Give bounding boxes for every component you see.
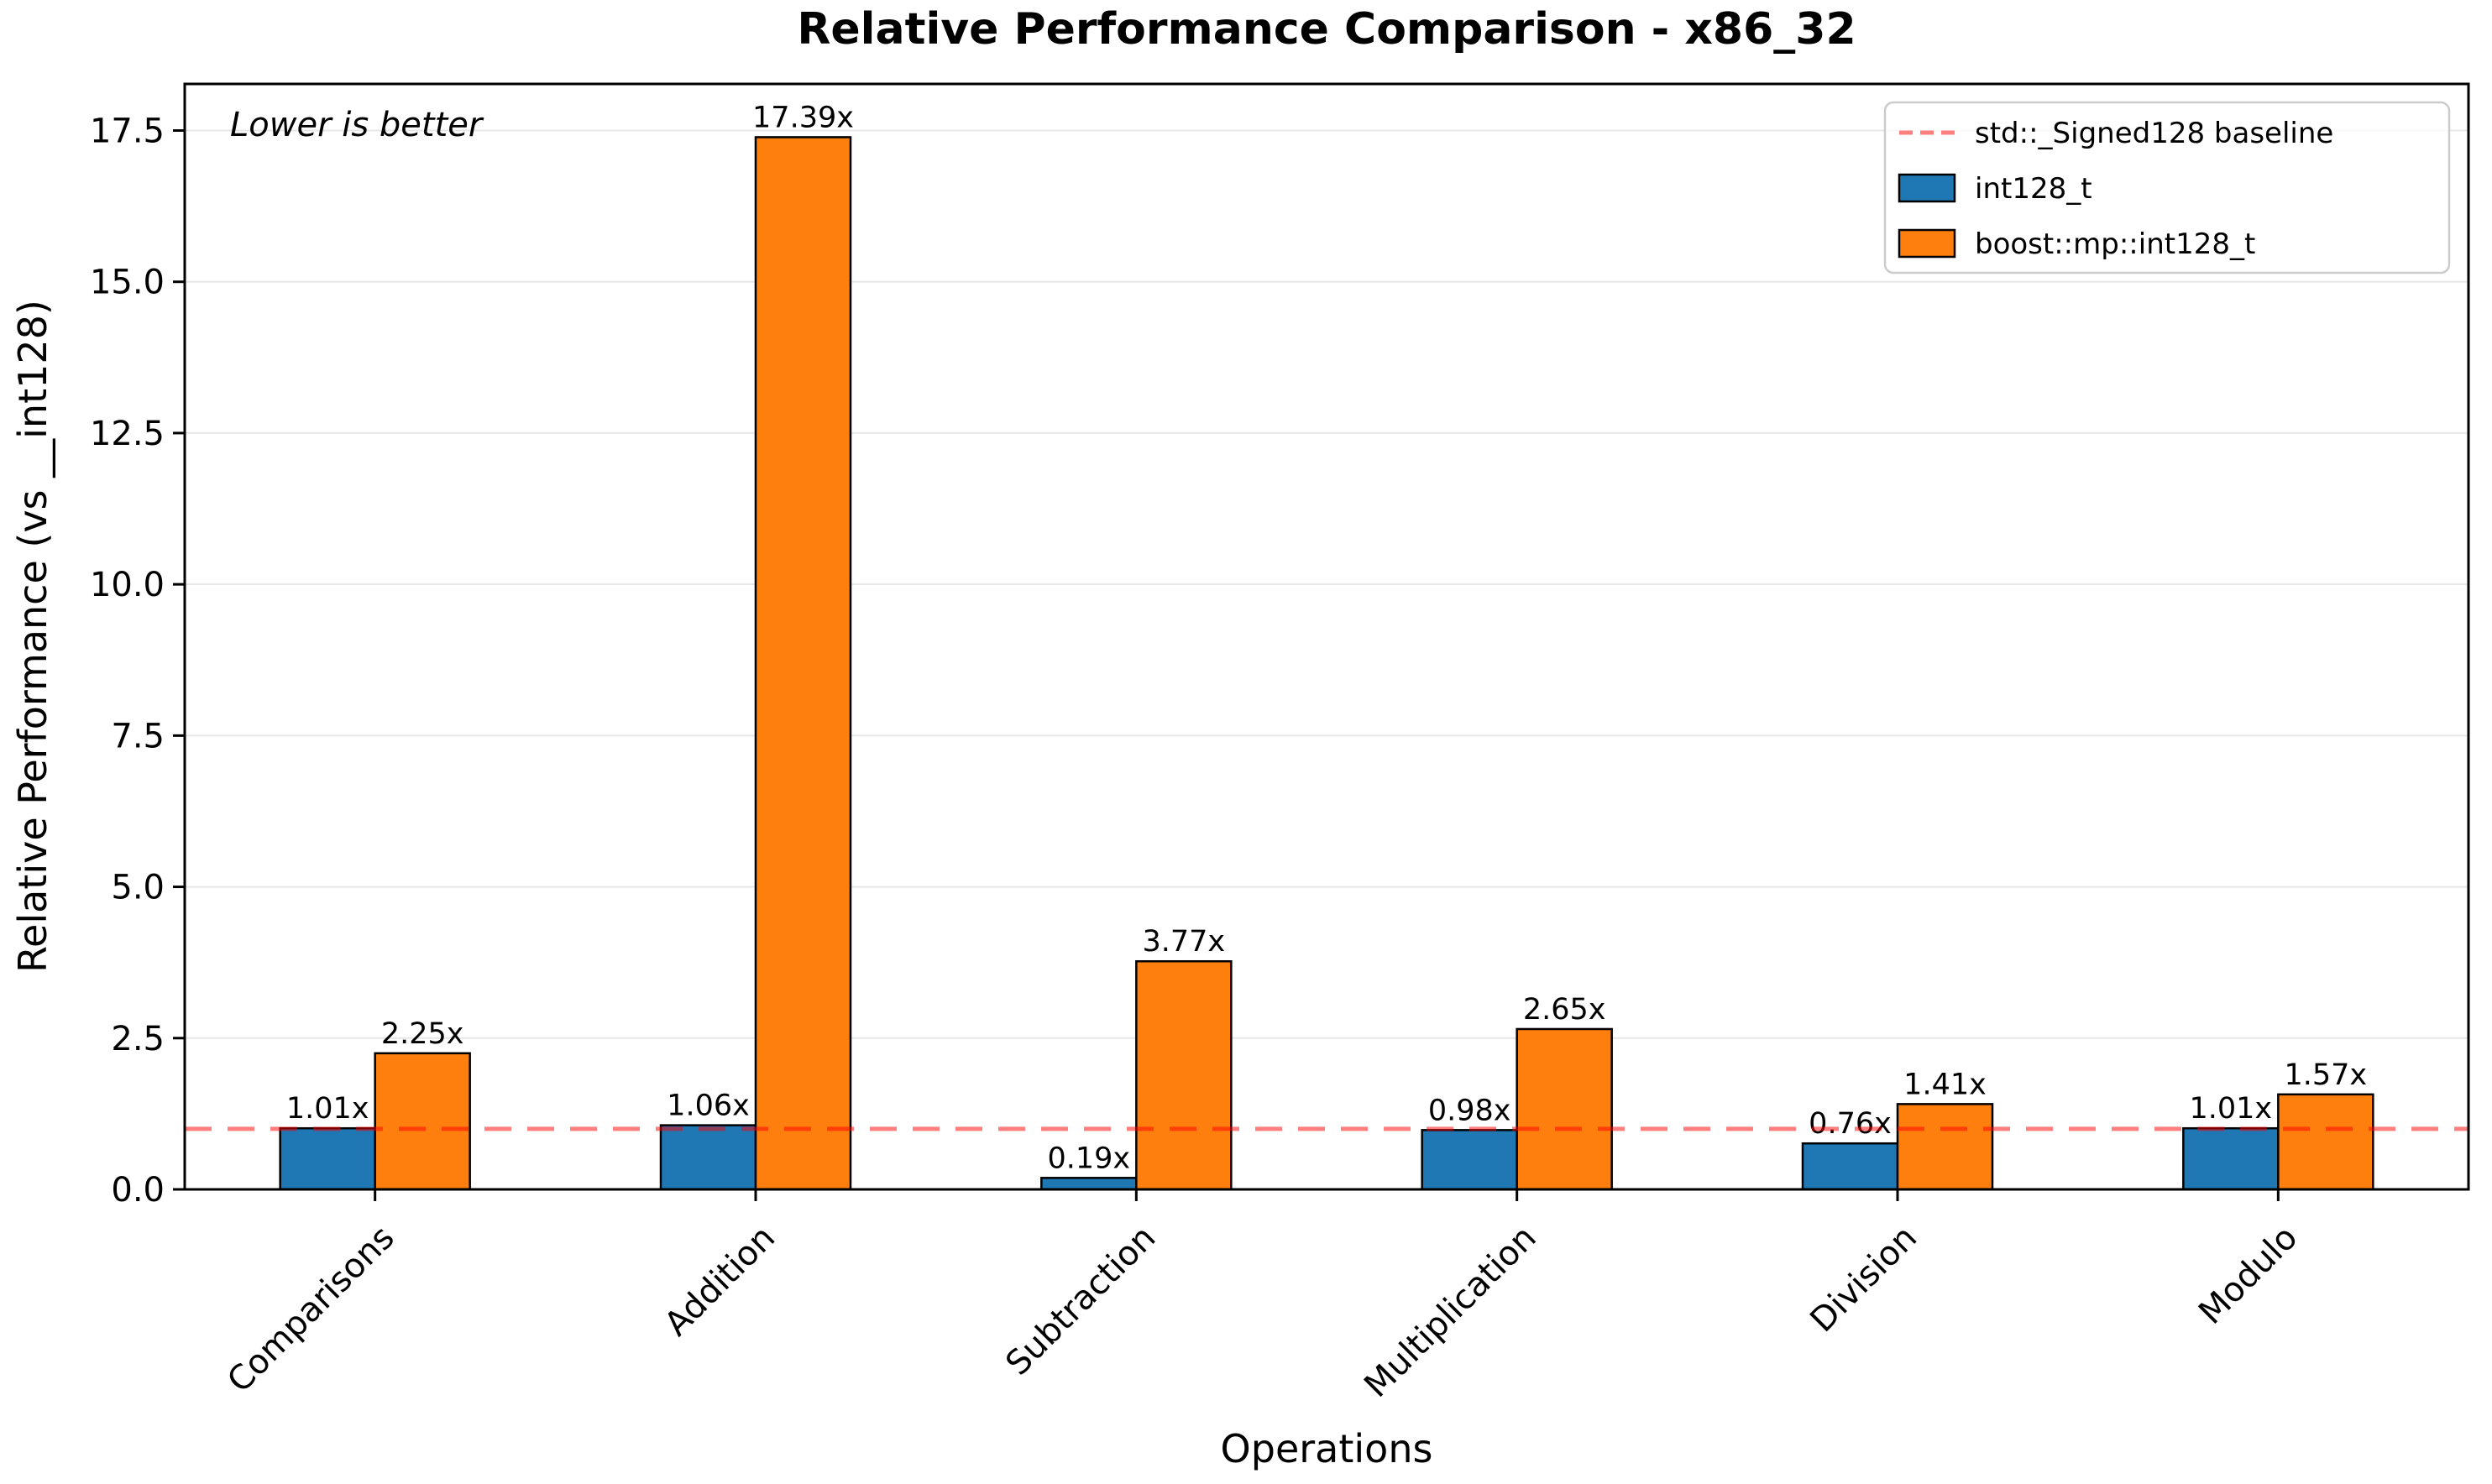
x-tick-label-multiplication: Multiplication — [1357, 1219, 1543, 1405]
bar-int128-t-addition — [659, 1124, 757, 1191]
legend-swatch-int128-t — [1898, 173, 1956, 203]
legend-swatch-boost-mp-int128-t — [1898, 228, 1956, 259]
plot-border — [183, 82, 2470, 1191]
bar-int128-t-modulo — [2182, 1126, 2280, 1191]
bar-value-label: 1.01x — [2190, 1092, 2273, 1126]
bar-value-label: 0.98x — [1428, 1094, 1511, 1127]
bar-boost-mp-int128-t-comparisons — [374, 1052, 471, 1191]
legend-label-baseline: std::_Signed128 baseline — [1975, 117, 2333, 150]
bar-value-label: 1.01x — [286, 1092, 369, 1126]
bar-int128-t-multiplication — [1421, 1129, 1518, 1191]
y-axis-label: Relative Performance (vs __int128) — [10, 300, 55, 973]
bar-value-label: 1.41x — [1903, 1068, 1987, 1101]
y-tick-label: 10.0 — [90, 566, 165, 604]
bar-int128-t-comparisons — [279, 1126, 376, 1191]
y-tick-label: 12.5 — [90, 415, 165, 453]
y-tick-label: 15.0 — [90, 264, 165, 302]
bar-value-label: 17.39x — [752, 101, 854, 134]
x-axis-label: Operations — [1221, 1426, 1433, 1471]
gridlines-layer — [185, 129, 2468, 1039]
y-tick-label: 17.5 — [90, 112, 165, 151]
y-tick-label: 5.0 — [111, 869, 165, 907]
x-tick-label-modulo: Modulo — [2191, 1219, 2305, 1332]
bar-value-label: 3.77x — [1143, 925, 1226, 959]
bar-boost-mp-int128-t-division — [1896, 1103, 1994, 1191]
bar-boost-mp-int128-t-subtraction — [1135, 959, 1233, 1191]
y-tick-label: 0.0 — [111, 1171, 165, 1210]
bar-value-label: 1.57x — [2285, 1058, 2368, 1092]
bar-boost-mp-int128-t-multiplication — [1516, 1027, 1613, 1191]
legend: std::_Signed128 baselineint128_tboost::m… — [1883, 101, 2451, 274]
bar-value-label: 0.76x — [1809, 1107, 1892, 1141]
bar-int128-t-subtraction — [1040, 1177, 1138, 1191]
chart-title: Relative Performance Comparison - x86_32 — [797, 4, 1856, 55]
bar-value-label: 0.19x — [1048, 1142, 1131, 1175]
annotation-lower-is-better: Lower is better — [230, 106, 484, 144]
x-tick-label-subtraction: Subtraction — [998, 1219, 1163, 1383]
bar-boost-mp-int128-t-modulo — [2277, 1093, 2374, 1191]
legend-box — [1883, 101, 2451, 274]
y-tick-label: 2.5 — [111, 1020, 165, 1058]
bars-layer: 1.01x 1.06x 0.19x 0.98x 0.76x 1.01x 2.25x 17.39… — [279, 101, 2374, 1191]
bar-value-label: 2.65x — [1523, 993, 1606, 1027]
x-tick-label-addition: Addition — [657, 1219, 783, 1344]
x-tick-label-division: Division — [1803, 1219, 1924, 1340]
bar-boost-mp-int128-t-addition — [754, 136, 852, 1191]
bar-value-label: 2.25x — [381, 1017, 464, 1051]
x-tick-label-comparisons: Comparisons — [220, 1219, 402, 1401]
legend-label-boost-mp-int128-t: boost::mp::int128_t — [1975, 227, 2255, 261]
legend-label-int128-t: int128_t — [1975, 172, 2092, 206]
bar-value-label: 1.06x — [667, 1089, 750, 1123]
bar-int128-t-division — [1801, 1142, 1899, 1191]
y-tick-label: 7.5 — [111, 717, 165, 755]
